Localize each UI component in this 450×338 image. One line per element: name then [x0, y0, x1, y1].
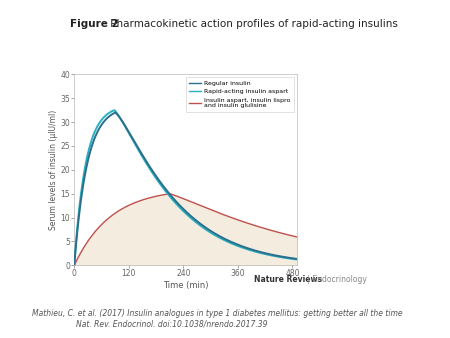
Text: Mathieu, C. et al. (2017) Insulin analogues in type 1 diabetes mellitus: getting: Mathieu, C. et al. (2017) Insulin analog… [32, 309, 402, 318]
Legend: Regular insulin, Rapid-acting insulin aspart, Insulin aspart, insulin lispro
and: Regular insulin, Rapid-acting insulin as… [185, 77, 294, 112]
Y-axis label: Serum levels of insulin (μIU/ml): Serum levels of insulin (μIU/ml) [49, 110, 58, 230]
Text: Pharmacokinetic action profiles of rapid-acting insulins: Pharmacokinetic action profiles of rapid… [107, 19, 398, 29]
Text: | Endocrinology: | Endocrinology [305, 275, 367, 285]
X-axis label: Time (min): Time (min) [163, 281, 208, 290]
Text: Figure 2: Figure 2 [70, 19, 118, 29]
Text: Nature Reviews: Nature Reviews [254, 275, 322, 285]
Text: Nat. Rev. Endocrinol. doi:10.1038/nrendo.2017.39: Nat. Rev. Endocrinol. doi:10.1038/nrendo… [76, 319, 268, 329]
